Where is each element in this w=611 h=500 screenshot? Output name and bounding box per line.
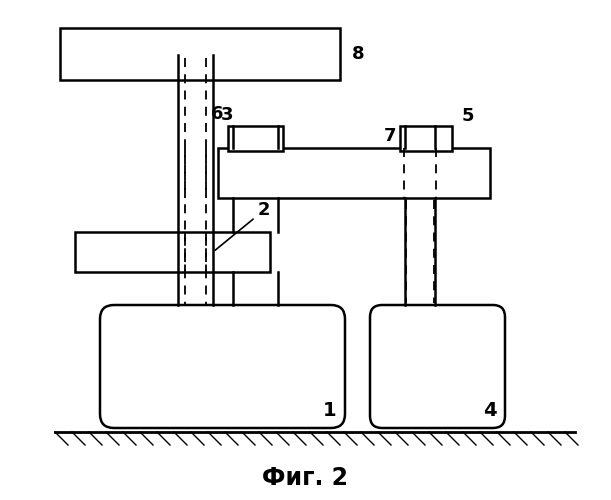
Text: 5: 5 [462, 107, 475, 125]
Text: 7: 7 [384, 127, 397, 145]
Bar [75, 232, 270, 272]
Bar [228, 126, 283, 151]
FancyBboxPatch shape [370, 305, 505, 428]
Text: 1: 1 [323, 400, 337, 419]
FancyBboxPatch shape [100, 305, 345, 428]
Text: 4: 4 [483, 400, 497, 419]
Text: 3: 3 [221, 106, 233, 124]
Text: 2: 2 [215, 201, 271, 250]
Text: 6: 6 [211, 105, 223, 123]
Bar [60, 28, 340, 80]
Text: 8: 8 [352, 45, 365, 63]
Bar [218, 148, 490, 198]
Text: Фиг. 2: Фиг. 2 [262, 466, 348, 490]
Bar [400, 126, 452, 151]
